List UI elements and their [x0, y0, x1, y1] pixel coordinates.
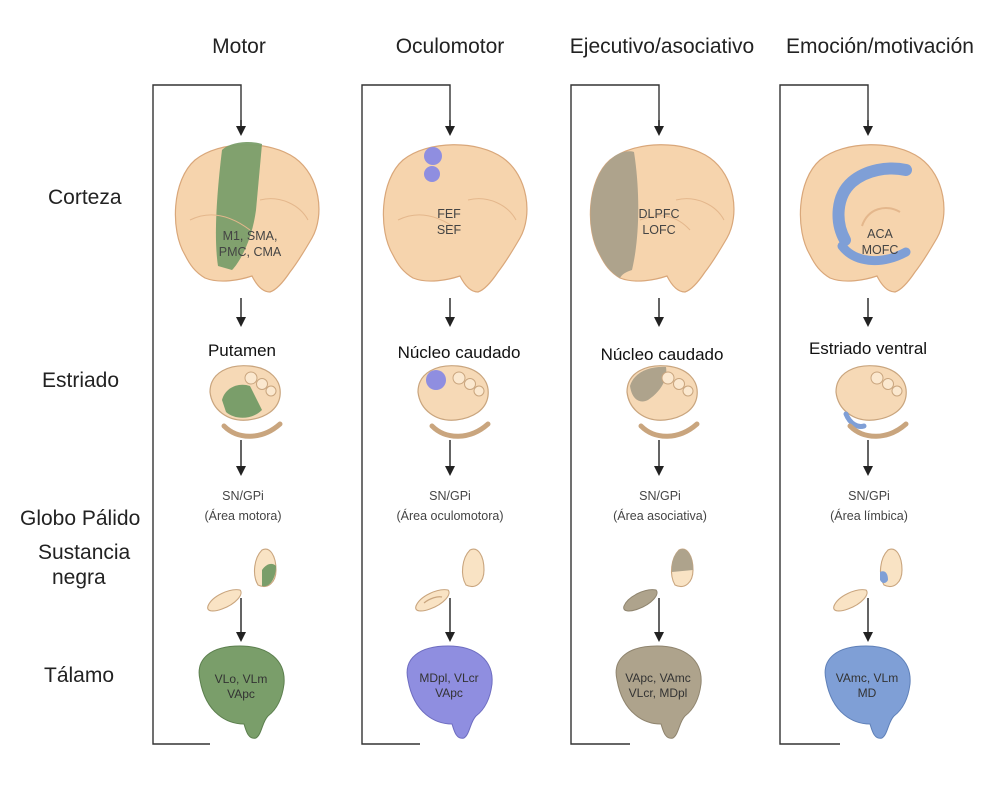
striatum-label: Núcleo caudado [398, 343, 521, 362]
cortex-brain: M1, SMA, PMC, CMA [174, 142, 320, 293]
row-label-thalamus: Tálamo [44, 664, 114, 687]
thalamus-label-1: VApc, VAmc [625, 671, 691, 685]
loop-line [361, 84, 451, 745]
thalamus-label-1: VAmc, VLm [836, 671, 898, 685]
cortex-label-2: MOFC [862, 243, 899, 257]
thalamus-label-2: VApc [435, 686, 463, 700]
pallidum-label-2: (Área asociativa) [613, 508, 707, 523]
column-executive: Ejecutivo/asociativo DLPFC LOFC Núcleo c… [570, 35, 754, 745]
thalamus-label-2: VApc [227, 687, 255, 701]
thalamus-label-1: VLo, VLm [215, 672, 268, 686]
pallidum-label-1: SN/GPi [639, 489, 681, 503]
cortex-brain: ACA MOFC [799, 144, 945, 293]
column-title: Emoción/motivación [786, 35, 974, 58]
pallidum-label-2: (Área oculomotora) [397, 508, 504, 523]
striatum-shape [626, 365, 700, 439]
pallidum-label-1: SN/GPi [848, 489, 890, 503]
column-title: Ejecutivo/asociativo [570, 35, 754, 58]
striatum-shape [835, 365, 909, 439]
cortex-brain: FEF SEF [382, 144, 528, 293]
substantia-shapes [415, 548, 485, 612]
pallidum-label-1: SN/GPi [429, 489, 471, 503]
thalamus-shape: MDpl, VLcr VApc [406, 645, 493, 739]
loop-line [779, 84, 869, 745]
cortex-brain: DLPFC LOFC [589, 144, 735, 293]
column-title: Oculomotor [396, 35, 505, 58]
cortex-label-1: M1, SMA, [223, 229, 278, 243]
row-label-cortex: Corteza [48, 186, 122, 209]
cortex-label-1: ACA [867, 227, 893, 241]
row-label-striatum: Estriado [42, 369, 119, 392]
thalamus-label-2: VLcr, MDpl [629, 686, 688, 700]
striatum-shape [209, 365, 283, 439]
cortex-label-2: LOFC [642, 223, 675, 237]
loop-line [570, 84, 660, 745]
column-emotion: Emoción/motivación ACA MOFC Estriado ven… [779, 35, 974, 745]
substantia-shapes [623, 548, 694, 612]
striatum-label: Estriado ventral [809, 339, 927, 358]
thalamus-label-1: MDpl, VLcr [419, 671, 478, 685]
column-title: Motor [212, 35, 266, 58]
row-label-substantia-2: negra [52, 566, 106, 589]
thalamus-shape: VApc, VAmc VLcr, MDpl [615, 645, 702, 739]
striatum-label: Núcleo caudado [601, 345, 724, 364]
row-label-substantia-1: Sustancia [38, 541, 131, 564]
pallidum-label-1: SN/GPi [222, 489, 264, 503]
pallidum-label-2: (Área límbica) [830, 508, 908, 523]
thalamus-shape: VAmc, VLm MD [824, 645, 911, 739]
column-motor: Motor M1, SMA, PMC, CMA Putamen SN/GPi (… [152, 35, 320, 745]
cortex-label-2: SEF [437, 223, 462, 237]
substantia-shapes [207, 548, 277, 612]
cortex-label-1: DLPFC [639, 207, 680, 221]
cortex-label-2: PMC, CMA [219, 245, 282, 259]
cortex-label-1: FEF [437, 207, 461, 221]
column-oculomotor: Oculomotor FEF SEF Núcleo caudado SN/GPi… [361, 35, 528, 745]
striatum-shape [417, 365, 491, 439]
pallidum-label-2: (Área motora) [204, 508, 281, 523]
loop-line [152, 84, 242, 745]
substantia-shapes [833, 548, 903, 612]
thalamus-shape: VLo, VLm VApc [198, 645, 285, 739]
row-label-pallidum: Globo Pálido [20, 507, 140, 530]
thalamus-label-2: MD [858, 686, 877, 700]
striatum-label: Putamen [208, 341, 276, 360]
